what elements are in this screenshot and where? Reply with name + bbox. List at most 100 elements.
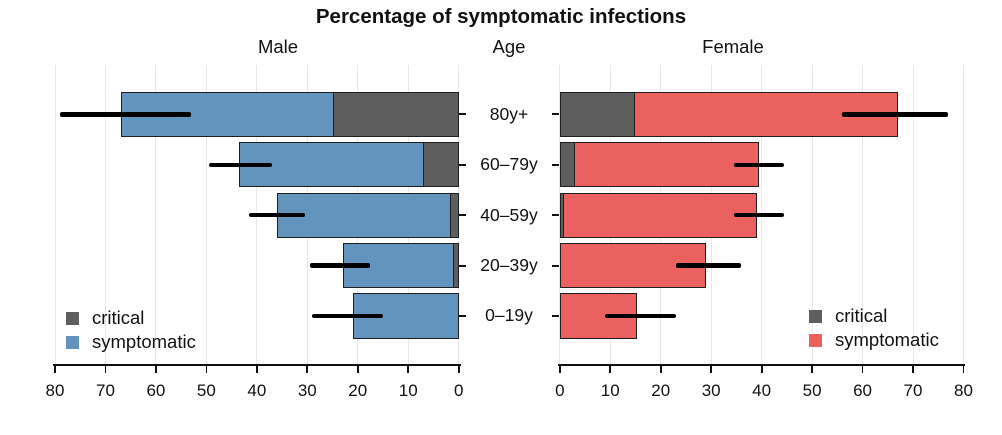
male-age-axis-tick-80y+: [459, 113, 467, 116]
critical-swatch-icon: [66, 311, 79, 325]
female-axis-tick-label-0: 0: [555, 381, 565, 400]
female-gridline-80: [962, 65, 964, 364]
male-axis-line: [53, 364, 461, 366]
male-axis-tick-60: [155, 365, 157, 373]
male-age-axis-tick-60–79y: [459, 163, 467, 166]
female-age-axis-tick-20–39y: [552, 264, 560, 267]
female-axis-tick-10: [609, 365, 612, 373]
female-bar-critical-80y+: [559, 91, 636, 137]
male-age-axis-tick-0–19y: [459, 314, 467, 317]
male-gridline-60: [155, 65, 157, 364]
legend-item-symptomatic: symptomatic: [809, 328, 939, 352]
age-group-label-80y+: 80y+: [489, 103, 529, 124]
female-bar-critical-40–59y: [559, 192, 564, 238]
legend-item-symptomatic: symptomatic: [66, 330, 196, 354]
female-panel-label: Female: [702, 36, 764, 57]
female-axis-tick-label-10: 10: [600, 381, 620, 400]
male-axis-tick-label-30: 30: [297, 381, 317, 400]
male-axis-tick-label-20: 20: [348, 381, 368, 400]
male-error-bar-80y+: [60, 112, 192, 117]
legend-symptomatic-label: symptomatic: [835, 329, 939, 350]
female-age-axis-tick-60–79y: [552, 163, 560, 166]
male-bar-symptomatic-60–79y: [239, 142, 459, 188]
legend-critical-label: critical: [835, 305, 888, 326]
male-axis-tick-label-0: 0: [453, 381, 464, 400]
male-bar-critical-20–39y: [452, 242, 459, 289]
male-gridline-80: [54, 65, 56, 364]
male-axis-tick-label-60: 60: [146, 381, 166, 400]
female-axis-tick-label-40: 40: [752, 381, 772, 400]
male-axis-tick-80: [54, 365, 56, 373]
female-axis-tick-20: [659, 365, 662, 373]
male-age-axis-tick-20–39y: [459, 264, 467, 267]
male-axis-tick-20: [356, 365, 359, 373]
male-axis-tick-0: [457, 365, 460, 373]
age-column-label: Age: [492, 36, 526, 57]
male-axis-tick-label-50: 50: [196, 381, 216, 400]
male-axis-tick-label-40: 40: [247, 381, 267, 400]
female-axis-tick-40: [760, 365, 763, 373]
female-axis-tick-label-60: 60: [853, 381, 872, 400]
legend-item-critical: critical: [809, 304, 939, 328]
symptomatic-swatch-icon: [66, 335, 79, 349]
critical-swatch-icon: [809, 309, 822, 323]
male-gridline-70: [104, 65, 106, 364]
female-bar-symptomatic-40–59y: [559, 192, 757, 238]
female-axis-tick-70: [912, 365, 914, 373]
age-group-label-40–59y: 40–59y: [480, 204, 538, 225]
female-axis-line: [557, 364, 966, 366]
female-axis-tick-label-80: 80: [954, 381, 973, 400]
female-gridline-60: [862, 65, 864, 364]
male-axis-tick-70: [104, 365, 107, 373]
female-error-bar-20–39y: [675, 263, 742, 268]
male-axis-tick-label-70: 70: [96, 381, 115, 400]
female-age-axis-tick-0–19y: [552, 314, 560, 317]
age-group-label-0–19y: 0–19y: [485, 305, 533, 326]
legend-male: critical symptomatic: [66, 306, 196, 354]
female-axis-tick-30: [710, 365, 713, 373]
female-axis-tick-80: [962, 365, 965, 373]
legend-critical-label: critical: [92, 307, 145, 328]
male-bar-critical-40–59y: [449, 192, 459, 238]
female-axis-tick-60: [861, 365, 864, 373]
male-bar-symptomatic-40–59y: [277, 192, 459, 238]
female-age-axis-tick-80y+: [552, 113, 560, 116]
female-axis-tick-0: [558, 365, 561, 373]
male-axis-tick-label-80: 80: [45, 381, 65, 400]
female-axis-tick-label-20: 20: [651, 381, 671, 400]
male-error-bar-20–39y: [309, 263, 371, 268]
male-gridline-50: [205, 65, 207, 364]
female-bar-symptomatic-60–79y: [559, 142, 760, 188]
female-axis-tick-50: [811, 365, 813, 373]
female-axis-tick-label-50: 50: [802, 381, 822, 400]
age-group-label-20–39y: 20–39y: [480, 255, 538, 276]
male-bar-critical-80y+: [332, 91, 459, 137]
male-gridline-0: [458, 65, 460, 364]
male-axis-tick-40: [255, 365, 258, 373]
male-age-axis-tick-40–59y: [459, 214, 467, 217]
age-group-label-60–79y: 60–79y: [480, 154, 538, 175]
male-axis-tick-10: [407, 365, 410, 373]
female-error-bar-40–59y: [733, 212, 785, 218]
legend-female: critical symptomatic: [809, 304, 939, 352]
female-bar-critical-60–79y: [559, 142, 575, 188]
male-bar-critical-60–79y: [423, 142, 459, 188]
female-error-bar-0–19y: [605, 313, 676, 319]
symptomatic-swatch-icon: [809, 333, 822, 347]
male-error-bar-60–79y: [208, 162, 272, 167]
female-age-axis-tick-40–59y: [552, 214, 560, 217]
male-panel-label: Male: [257, 36, 299, 57]
chart-title: Percentage of symptomatic infections: [315, 5, 687, 28]
female-gridline-50: [811, 65, 813, 364]
legend-item-critical: critical: [66, 306, 196, 330]
male-error-bar-40–59y: [249, 212, 305, 218]
male-axis-tick-50: [205, 365, 208, 373]
male-error-bar-0–19y: [312, 313, 383, 319]
female-error-bar-80y+: [842, 112, 949, 117]
female-axis-tick-label-30: 30: [701, 381, 721, 400]
male-axis-tick-label-10: 10: [398, 381, 418, 400]
female-axis-tick-label-70: 70: [903, 381, 923, 400]
legend-symptomatic-label: symptomatic: [92, 331, 196, 352]
female-gridline-70: [912, 65, 914, 364]
